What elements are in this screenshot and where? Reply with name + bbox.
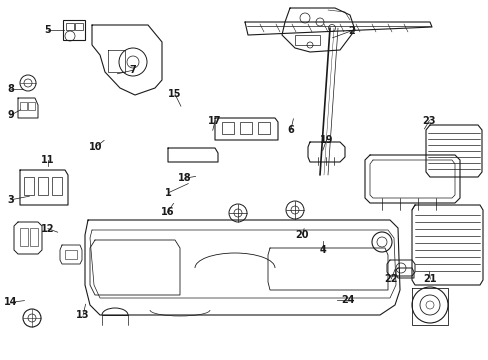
Bar <box>52 177 62 195</box>
Text: 14: 14 <box>4 297 18 307</box>
Text: 2: 2 <box>348 26 355 36</box>
Text: 6: 6 <box>287 125 294 135</box>
Text: 5: 5 <box>44 24 51 35</box>
Text: 21: 21 <box>423 274 436 284</box>
Text: 9: 9 <box>7 110 14 120</box>
Bar <box>65 250 77 259</box>
Bar <box>66 23 74 30</box>
Bar <box>30 228 38 246</box>
Bar <box>294 35 319 45</box>
Bar <box>28 102 35 110</box>
Text: 16: 16 <box>160 207 174 217</box>
Text: 15: 15 <box>168 89 182 99</box>
Bar <box>20 102 27 110</box>
Text: 17: 17 <box>208 116 222 126</box>
Text: 7: 7 <box>129 65 136 75</box>
Bar <box>240 122 251 134</box>
Bar <box>75 23 83 30</box>
Text: 1: 1 <box>165 188 172 198</box>
Bar <box>222 122 234 134</box>
Text: 8: 8 <box>7 84 14 94</box>
Text: 10: 10 <box>89 142 102 152</box>
Bar <box>38 177 48 195</box>
Text: 19: 19 <box>319 135 333 145</box>
Text: 24: 24 <box>341 294 354 305</box>
Text: 13: 13 <box>76 310 90 320</box>
Text: 23: 23 <box>422 116 435 126</box>
Bar <box>63 20 85 40</box>
Text: 18: 18 <box>178 173 191 183</box>
Bar <box>20 228 28 246</box>
Text: 20: 20 <box>295 230 308 240</box>
Text: 12: 12 <box>41 224 55 234</box>
Text: 11: 11 <box>41 155 55 165</box>
Text: 22: 22 <box>384 274 397 284</box>
Text: 3: 3 <box>7 195 14 205</box>
Bar <box>258 122 269 134</box>
Text: 4: 4 <box>319 245 325 255</box>
Bar <box>24 177 34 195</box>
